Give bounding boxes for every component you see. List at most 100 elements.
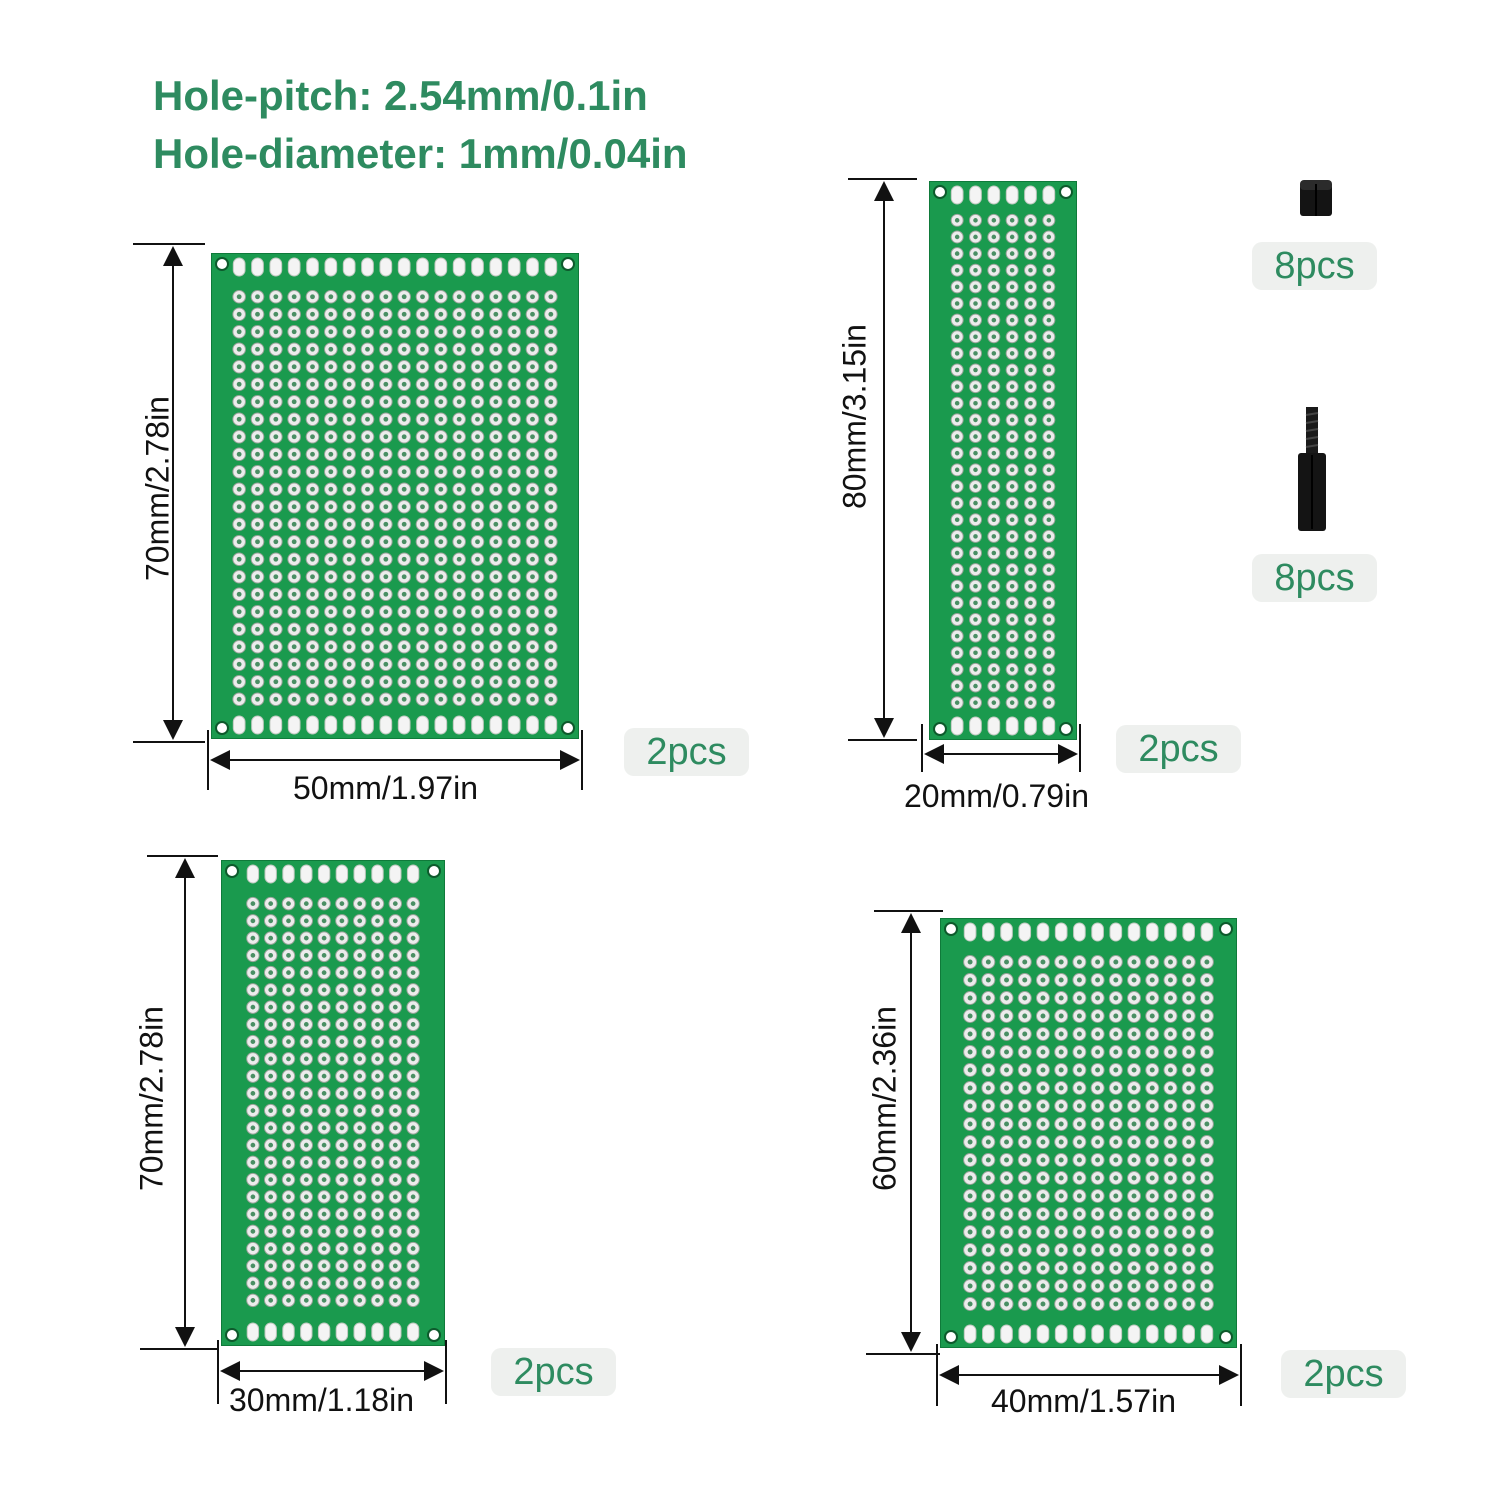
drill-hole (1058, 1193, 1064, 1199)
drill-hole (420, 539, 425, 545)
drill-hole (1076, 1031, 1082, 1037)
board-20x80-height-label: 80mm/3.15in (836, 324, 873, 509)
drill-hole (410, 1108, 416, 1113)
drill-hole (991, 700, 997, 705)
drill-hole (511, 294, 517, 300)
drill-hole (310, 486, 315, 492)
drill-hole (967, 1049, 973, 1055)
drill-hole (973, 351, 978, 356)
drill-hole (1046, 334, 1052, 340)
drill-hole (346, 329, 352, 335)
drill-hole (1004, 977, 1009, 983)
drill-hole (1046, 683, 1052, 689)
drill-hole (236, 556, 242, 562)
drill-hole (967, 1211, 973, 1217)
drill-hole (420, 574, 425, 580)
drill-hole (1204, 1103, 1210, 1109)
drill-hole (321, 970, 327, 975)
drill-hole (493, 679, 499, 685)
drill-hole (475, 609, 480, 615)
drill-hole (548, 504, 554, 510)
drill-hole (383, 661, 389, 667)
drill-hole (973, 467, 978, 473)
drill-hole (375, 1056, 380, 1062)
mounting-hole (933, 722, 947, 736)
drill-hole (291, 364, 297, 370)
drill-hole (967, 1247, 973, 1253)
drill-hole (1028, 550, 1033, 556)
drill-hole (255, 399, 260, 405)
drill-hole (1028, 251, 1033, 256)
drill-hole (456, 574, 462, 580)
board-20x80-qty-badge: 2pcs (1116, 725, 1241, 773)
drill-hole (1022, 1049, 1028, 1055)
drill-hole (268, 1108, 274, 1113)
drill-hole (268, 1004, 274, 1010)
edge-pad (1164, 922, 1177, 942)
edge-pad (981, 922, 995, 942)
drill-hole (1040, 995, 1046, 1001)
drill-hole (291, 521, 297, 527)
edge-pad (526, 257, 539, 277)
drill-hole (1028, 384, 1033, 389)
drill-hole (1004, 1103, 1009, 1109)
drill-hole (346, 311, 352, 317)
drill-hole (392, 1263, 398, 1269)
drill-hole (475, 486, 480, 492)
edge-pad (264, 1322, 277, 1342)
drill-hole (1095, 1283, 1101, 1289)
drill-hole (273, 451, 279, 457)
drill-hole (530, 311, 535, 317)
drill-hole (438, 346, 444, 352)
drill-hole (420, 451, 425, 457)
drill-hole (985, 1193, 991, 1199)
nut-qty-badge: 8pcs (1252, 242, 1377, 290)
edge-pad (361, 257, 374, 277)
drill-hole (511, 609, 517, 615)
edge-pad (969, 716, 982, 736)
drill-hole (255, 591, 260, 597)
drill-hole (475, 311, 480, 317)
drill-hole (420, 504, 425, 510)
drill-hole (493, 609, 499, 615)
drill-hole (401, 521, 407, 527)
mounting-hole (944, 1330, 958, 1344)
drill-hole (291, 486, 297, 492)
drill-hole (1028, 284, 1033, 290)
drill-hole (511, 434, 517, 440)
drill-hole (954, 401, 960, 406)
drill-hole (511, 381, 517, 387)
drill-hole (255, 521, 260, 527)
drill-hole (1168, 1157, 1173, 1163)
drill-hole (1149, 959, 1155, 965)
drill-hole (530, 434, 535, 440)
edge-pad (232, 257, 246, 277)
mounting-hole (225, 864, 239, 878)
drill-hole (310, 311, 315, 317)
drill-hole (1168, 1175, 1173, 1181)
drill-hole (1040, 1157, 1046, 1163)
drill-hole (339, 1056, 345, 1062)
drill-hole (991, 384, 997, 389)
drill-hole (1046, 251, 1052, 256)
drill-hole (973, 334, 978, 340)
drill-hole (346, 696, 352, 702)
drill-hole (973, 650, 978, 656)
edge-pad (981, 1324, 995, 1344)
drill-hole (410, 970, 416, 975)
drill-hole (456, 469, 462, 475)
drill-hole (286, 1160, 291, 1165)
drill-hole (1028, 633, 1033, 639)
drill-hole (530, 294, 535, 300)
drill-hole (383, 469, 389, 475)
drill-hole (991, 417, 997, 423)
drill-hole (375, 935, 380, 941)
drill-hole (310, 399, 315, 405)
drill-hole (375, 1194, 380, 1200)
drill-hole (1095, 1103, 1101, 1109)
drill-hole (954, 583, 960, 589)
drill-hole (268, 1280, 274, 1286)
drill-hole (1149, 1211, 1155, 1217)
drill-hole (967, 1193, 973, 1199)
drill-hole (1149, 1247, 1155, 1253)
